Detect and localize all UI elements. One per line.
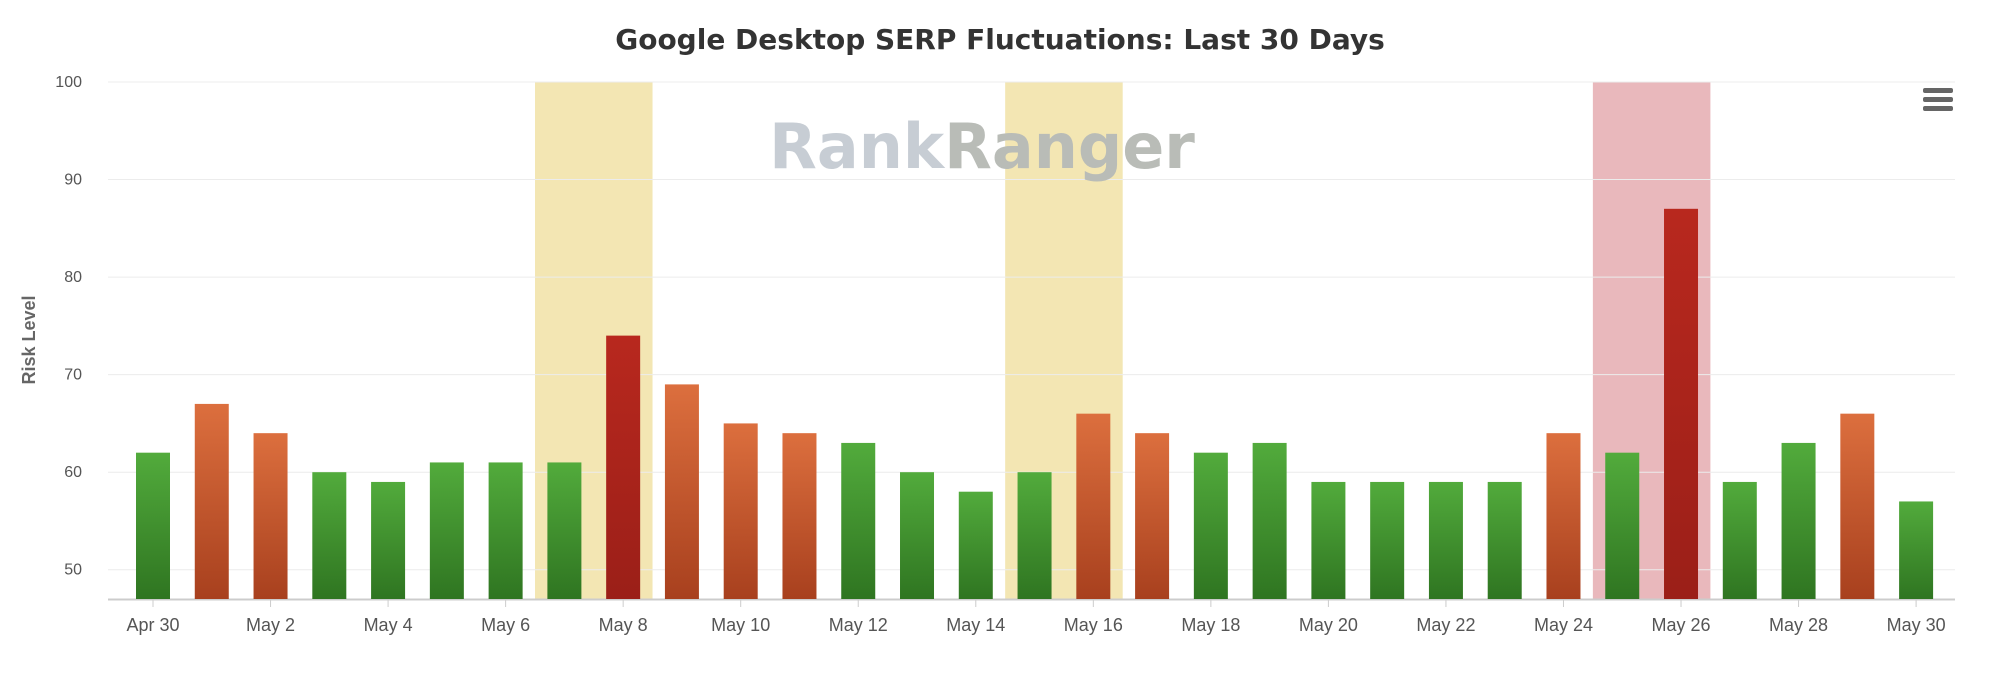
x-axis-ticks: Apr 30 May 2 May 4 May 6 May 8 May 10 May 12 Ma… bbox=[126, 599, 1946, 635]
watermark-part1: Rank bbox=[769, 110, 946, 183]
bar-may-9[interactable] bbox=[664, 384, 699, 599]
bars bbox=[136, 208, 1934, 599]
x-tick-label: May 8 bbox=[599, 615, 648, 635]
x-tick-label: May 30 bbox=[1887, 615, 1946, 635]
x-tick-label: May 2 bbox=[246, 615, 295, 635]
y-axis-ticks: 50 60 70 80 90 100 bbox=[55, 74, 82, 579]
bar-may-19[interactable] bbox=[1252, 442, 1287, 599]
bar-may-1[interactable] bbox=[194, 403, 229, 599]
bar-may-30[interactable] bbox=[1899, 501, 1934, 599]
bar-may-11[interactable] bbox=[782, 433, 817, 599]
bar-may-10[interactable] bbox=[723, 423, 758, 599]
bar-may-24[interactable] bbox=[1546, 433, 1581, 599]
bar-may-21[interactable] bbox=[1370, 481, 1405, 599]
bar-may-3[interactable] bbox=[312, 472, 347, 599]
bar-may-15[interactable] bbox=[1017, 472, 1052, 599]
grid-lines bbox=[108, 81, 1955, 601]
bar-may-2[interactable] bbox=[253, 433, 288, 599]
bar-may-28[interactable] bbox=[1781, 442, 1816, 599]
y-tick-label: 80 bbox=[64, 269, 82, 286]
y-tick-label: 100 bbox=[55, 74, 82, 91]
bar-may-26[interactable] bbox=[1664, 208, 1699, 599]
x-tick-label: May 26 bbox=[1652, 615, 1711, 635]
bar-may-29[interactable] bbox=[1840, 413, 1875, 599]
bar-may-18[interactable] bbox=[1193, 452, 1228, 599]
svg-text:RankRanger: RankRanger bbox=[769, 110, 1195, 183]
y-tick-label: 50 bbox=[64, 562, 82, 579]
x-tick-label: Apr 30 bbox=[126, 615, 179, 635]
bar-apr-30[interactable] bbox=[136, 452, 170, 599]
bar-may-27[interactable] bbox=[1722, 481, 1757, 599]
x-tick-label: May 14 bbox=[946, 615, 1005, 635]
x-tick-label: May 22 bbox=[1416, 615, 1475, 635]
bar-may-4[interactable] bbox=[371, 481, 406, 599]
bar-may-6[interactable] bbox=[488, 462, 523, 599]
bar-may-13[interactable] bbox=[900, 472, 935, 599]
bar-may-12[interactable] bbox=[841, 442, 876, 599]
x-tick-label: May 18 bbox=[1181, 615, 1240, 635]
x-tick-label: May 4 bbox=[364, 615, 413, 635]
bar-may-17[interactable] bbox=[1135, 433, 1170, 599]
x-tick-label: May 6 bbox=[481, 615, 530, 635]
bar-may-8[interactable] bbox=[606, 335, 641, 599]
x-tick-label: May 28 bbox=[1769, 615, 1828, 635]
x-tick-label: May 10 bbox=[711, 615, 770, 635]
bar-may-7[interactable] bbox=[547, 462, 582, 599]
chart-title: Google Desktop SERP Fluctuations: Last 3… bbox=[615, 23, 1385, 56]
watermark-logo: RankRanger bbox=[769, 110, 1195, 183]
bar-may-22[interactable] bbox=[1428, 481, 1463, 599]
y-tick-label: 60 bbox=[64, 464, 82, 481]
watermark-part2: Ranger bbox=[944, 110, 1195, 183]
bar-may-20[interactable] bbox=[1311, 481, 1346, 599]
y-tick-label: 90 bbox=[64, 172, 82, 189]
bar-may-14[interactable] bbox=[958, 491, 993, 599]
x-tick-label: May 24 bbox=[1534, 615, 1593, 635]
x-tick-label: May 12 bbox=[829, 615, 888, 635]
bar-may-5[interactable] bbox=[429, 462, 464, 599]
bar-may-16[interactable] bbox=[1076, 413, 1111, 599]
y-axis-label: Risk Level bbox=[19, 295, 39, 384]
hamburger-menu-icon[interactable] bbox=[1923, 88, 1953, 111]
x-tick-label: May 20 bbox=[1299, 615, 1358, 635]
y-tick-label: 70 bbox=[64, 367, 82, 384]
bar-may-23[interactable] bbox=[1487, 481, 1522, 599]
x-tick-label: May 16 bbox=[1064, 615, 1123, 635]
bar-may-25[interactable] bbox=[1605, 452, 1640, 599]
